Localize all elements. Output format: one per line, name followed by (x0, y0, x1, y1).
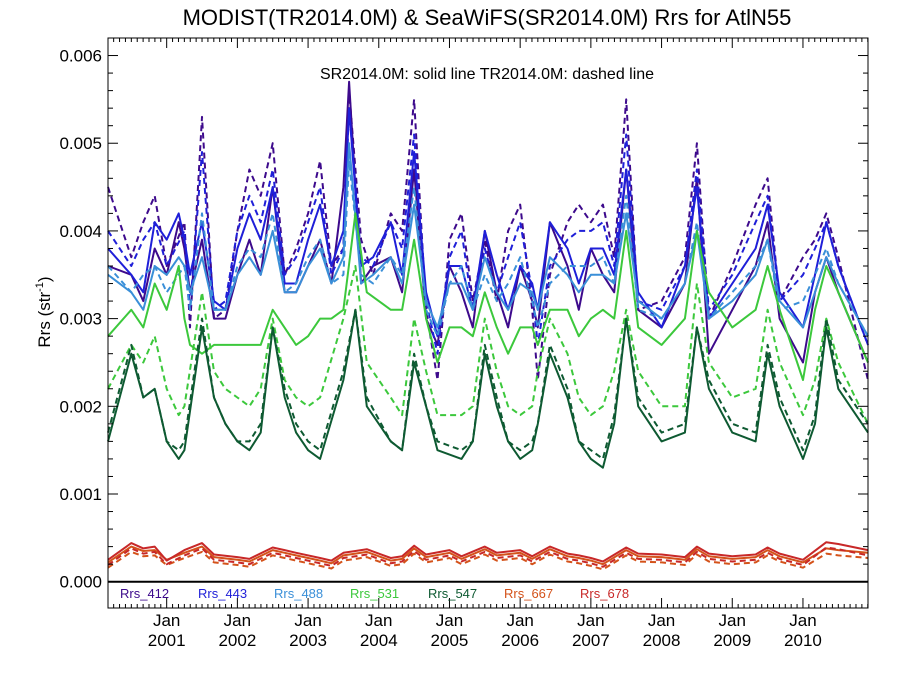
legend-entry-rrs-488: Rrs_488 (274, 586, 323, 601)
y-axis-label: Rrs (str-1) (34, 276, 54, 347)
legend-entry-rrs-678: Rrs_678 (580, 586, 629, 601)
x-tick-label-month: Jan (294, 611, 321, 630)
y-tick-label: 0.004 (59, 222, 102, 241)
y-tick-label: 0.003 (59, 310, 102, 329)
series-layer (107, 80, 869, 571)
y-axis-label-sup: -1 (34, 282, 46, 292)
series-line-rrs-443-solid (107, 107, 869, 346)
legend-entry-rrs-531: Rrs_531 (350, 586, 399, 601)
series-line-rrs-488-solid (107, 142, 869, 337)
legend-entry-rrs-547: Rrs_547 (428, 586, 477, 601)
x-tick-label-month: Jan (577, 611, 604, 630)
legend: Rrs_412 Rrs_443 Rrs_488 Rrs_531 Rrs_547 Rrs_6… (120, 586, 629, 601)
x-tick-label-year: 2008 (643, 631, 681, 650)
x-tick-label-year: 2004 (360, 631, 398, 650)
x-tick-label-year: 2007 (572, 631, 610, 650)
y-tick-label: 0.002 (59, 397, 102, 416)
y-tick-label: 0.001 (59, 485, 102, 504)
y-axis-label-base: Rrs (str (35, 292, 54, 348)
series-line-rrs-531-dashed (107, 265, 869, 425)
x-tick-label-month: Jan (153, 611, 180, 630)
x-tick-label-year: 2009 (713, 631, 751, 650)
series-line-rrs-678-solid (107, 541, 869, 563)
x-tick-label-month: Jan (436, 611, 463, 630)
x-tick-label-year: 2003 (289, 631, 327, 650)
x-tick-label-month: Jan (648, 611, 675, 630)
legend-entry-rrs-443: Rrs_443 (198, 586, 247, 601)
x-tick-label-month: Jan (719, 611, 746, 630)
x-tick-label-month: Jan (365, 611, 392, 630)
x-tick-label-month: Jan (789, 611, 816, 630)
y-tick-label: 0.006 (59, 47, 102, 66)
series-line-rrs-678-dashed (107, 546, 869, 568)
x-tick-label-month: Jan (506, 611, 533, 630)
y-tick-label: 0.005 (59, 134, 102, 153)
x-tick-label-year: 2002 (218, 631, 256, 650)
series-line-rrs-547-solid (107, 308, 869, 469)
series-line-rrs-667-dashed (107, 550, 869, 571)
x-tick-label-year: 2001 (148, 631, 186, 650)
x-tick-label-year: 2006 (501, 631, 539, 650)
plot-frame (107, 37, 869, 609)
legend-entry-rrs-412: Rrs_412 (120, 586, 169, 601)
series-line-rrs-667-solid (107, 545, 869, 566)
legend-entry-rrs-667: Rrs_667 (504, 586, 553, 601)
axis-layer: 0.0000.0010.0020.0030.0040.0050.006Jan20… (59, 38, 869, 650)
x-tick-label-month: Jan (224, 611, 251, 630)
series-line-rrs-443-dashed (107, 107, 869, 355)
line-style-annotation: SR2014.0M: solid line TR2014.0M: dashed … (320, 66, 654, 83)
y-axis-label-close: ) (35, 276, 54, 282)
x-tick-label-year: 2010 (784, 631, 822, 650)
y-tick-label: 0.000 (59, 573, 102, 592)
chart-title: MODIST(TR2014.0M) & SeaWiFS(SR2014.0M) R… (183, 5, 792, 30)
x-tick-label-year: 2005 (431, 631, 469, 650)
series-line-rrs-412-solid (107, 80, 869, 364)
series-line-rrs-531-solid (107, 212, 869, 381)
